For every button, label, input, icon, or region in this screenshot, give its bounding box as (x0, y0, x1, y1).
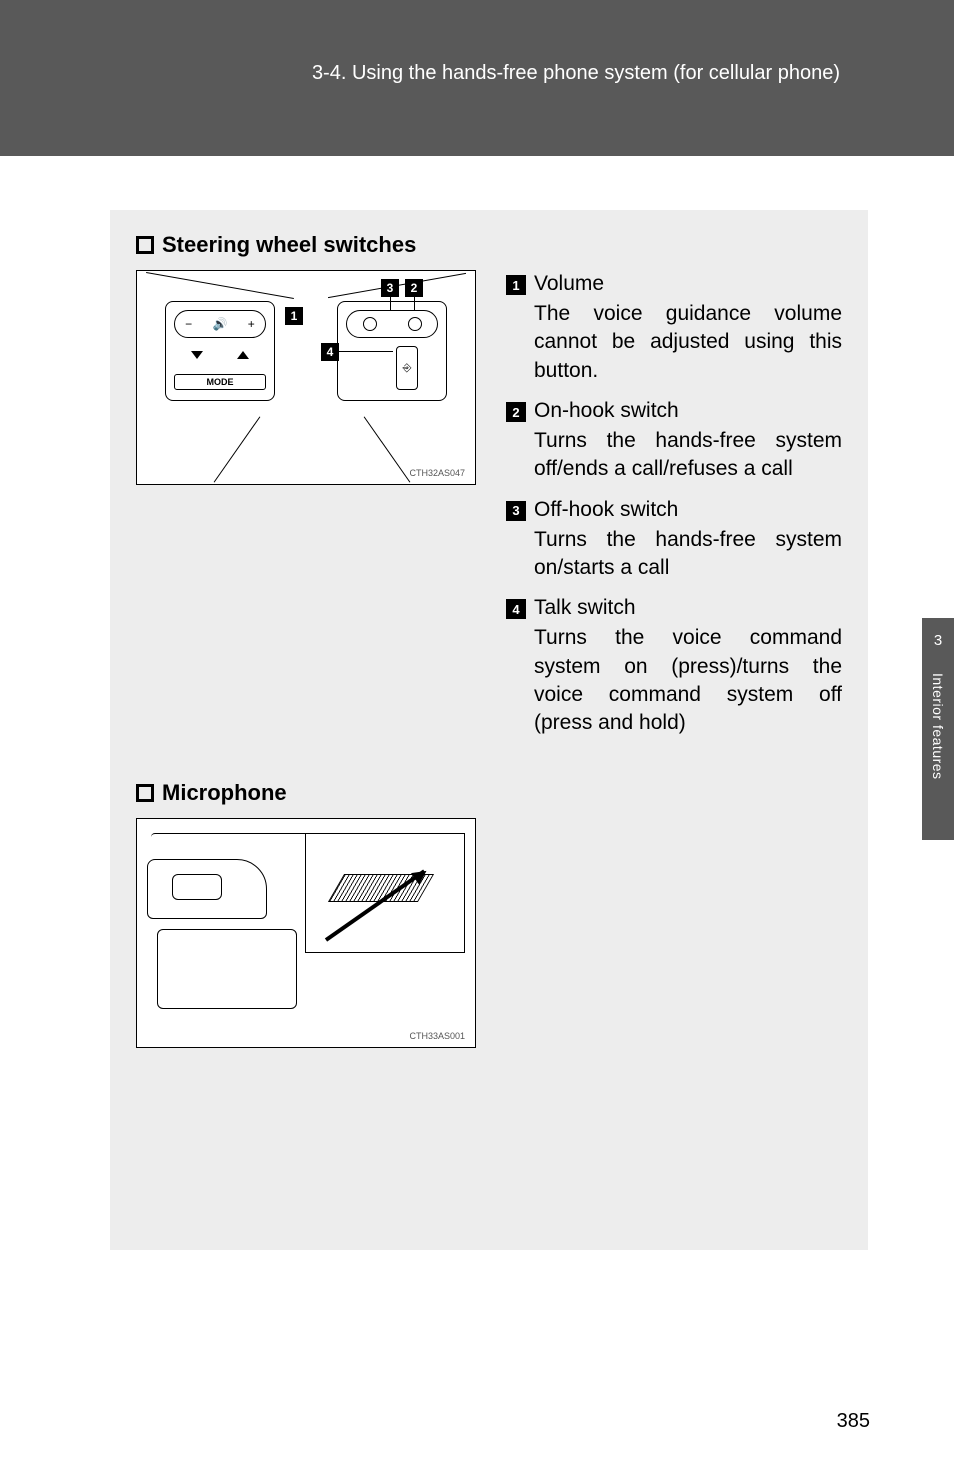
steering-switches-heading: Steering wheel switches (136, 232, 842, 258)
callout-2: 2 (405, 279, 423, 297)
breadcrumb: 3-4. Using the hands-free phone system (… (0, 62, 870, 85)
leader-line (414, 297, 415, 311)
microphone-inset (305, 833, 465, 953)
num-badge: 2 (506, 402, 526, 422)
item-title: On-hook switch (534, 399, 679, 423)
volume-rocker: − 🔊 + (174, 310, 266, 338)
num-badge: 3 (506, 501, 526, 521)
square-bullet-icon (136, 236, 154, 254)
vol-minus-icon: − (185, 317, 192, 331)
square-bullet-icon (136, 784, 154, 802)
vol-plus-icon: + (248, 317, 255, 331)
talk-button: ⎆ (396, 346, 418, 390)
chevron-up-icon (237, 351, 249, 359)
item-desc: The voice guidance volume cannot be adju… (534, 300, 842, 385)
item-desc: Turns the hands-free system on/starts a … (534, 526, 842, 583)
steering-row: − 🔊 + MODE ⎆ 1 2 3 (136, 270, 842, 752)
item-desc: Turns the voice command system on (press… (534, 624, 842, 737)
dash-outline (157, 929, 297, 1009)
content-panel: Steering wheel switches − 🔊 + MODE (110, 210, 868, 1250)
vol-speaker-icon: 🔊 (213, 317, 228, 331)
header-band: 3-4. Using the hands-free phone system (… (0, 0, 954, 156)
heading-text: Steering wheel switches (162, 232, 416, 257)
figure-id: CTH33AS001 (409, 1031, 465, 1041)
offhook-icon (363, 317, 377, 331)
callout-3: 3 (381, 279, 399, 297)
mirror-outline (172, 874, 222, 900)
item-title: Volume (534, 272, 604, 296)
callout-4: 4 (321, 343, 339, 361)
heading-text: Microphone (162, 780, 287, 805)
callout-1: 1 (285, 307, 303, 325)
left-switch-panel: − 🔊 + MODE (165, 301, 275, 401)
list-item: 4 Talk switch Turns the voice command sy… (506, 596, 842, 737)
num-badge: 4 (506, 599, 526, 619)
item-title: Talk switch (534, 596, 636, 620)
chapter-number: 3 (934, 632, 942, 649)
microphone-figure: CTH33AS001 (136, 818, 476, 1048)
phone-rocker (346, 310, 438, 338)
seek-row (174, 344, 266, 366)
contour-line (146, 272, 294, 299)
leader-line (390, 297, 391, 311)
num-badge: 1 (506, 275, 526, 295)
chevron-down-icon (191, 351, 203, 359)
switch-descriptions: 1 Volume The voice guidance volume canno… (506, 270, 842, 752)
leader-line (339, 351, 393, 352)
roof-line (151, 833, 311, 857)
contour-line (214, 416, 261, 482)
item-desc: Turns the hands-free system off/ends a c… (534, 427, 842, 484)
list-item: 1 Volume The voice guidance volume canno… (506, 272, 842, 385)
contour-line (364, 416, 411, 482)
microphone-heading: Microphone (136, 780, 842, 806)
item-title: Off-hook switch (534, 498, 678, 522)
list-item: 3 Off-hook switch Turns the hands-free s… (506, 498, 842, 583)
mode-button-label: MODE (174, 374, 266, 390)
list-item: 2 On-hook switch Turns the hands-free sy… (506, 399, 842, 484)
steering-figure: − 🔊 + MODE ⎆ 1 2 3 (136, 270, 476, 485)
chapter-label: Interior features (930, 673, 946, 780)
onhook-icon (408, 317, 422, 331)
page-number: 385 (837, 1410, 870, 1433)
chapter-tab: 3 Interior features (922, 618, 954, 840)
figure-id: CTH32AS047 (409, 468, 465, 478)
talk-icon: ⎆ (403, 362, 412, 375)
